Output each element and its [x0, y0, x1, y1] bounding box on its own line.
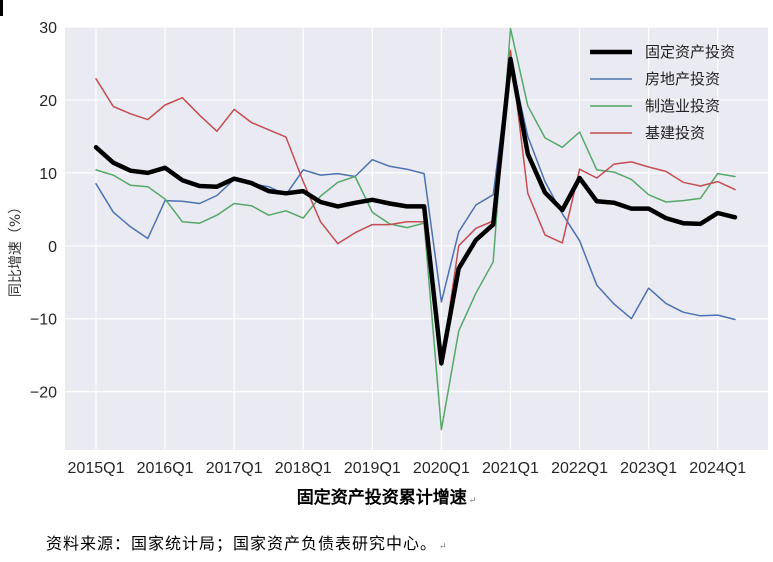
- x-tick-label: 2015Q1: [68, 460, 125, 477]
- chart-caption: 固定资产投资累计增速 ↵: [0, 483, 773, 508]
- x-axis-ticks: 2015Q1 2016Q1 2017Q1 2018Q1 2019Q1 2020Q1 2021…: [68, 460, 747, 477]
- x-tick-label: 2017Q1: [206, 460, 263, 477]
- series-line-1: [95, 58, 736, 321]
- line-chart: 2015Q1 2016Q1 2017Q1 2018Q1 2019Q1 2020Q1 2021…: [8, 20, 768, 477]
- y-tick-label: −10: [30, 312, 57, 329]
- edge-marker: [0, 0, 3, 16]
- legend-label: 房地产投资: [645, 70, 720, 88]
- y-tick-label: 0: [48, 239, 57, 256]
- series-line-2: [95, 27, 736, 431]
- x-tick-label: 2021Q1: [482, 460, 539, 477]
- series-line-0: [93, 56, 738, 366]
- caption-text: 固定资产投资累计增速: [296, 488, 467, 508]
- y-tick-label: −20: [30, 385, 57, 402]
- x-tick-label: 2018Q1: [275, 460, 332, 477]
- x-tick-label: 2020Q1: [413, 460, 470, 477]
- y-axis-label: 同比增速（%）: [8, 200, 24, 297]
- x-tick-label: 2019Q1: [344, 460, 401, 477]
- source-text: 资料来源：国家统计局；国家资产负债表研究中心。: [46, 534, 438, 553]
- return-mark: ↵: [468, 496, 477, 506]
- series-lines: [93, 27, 738, 431]
- series-line-3: [95, 49, 736, 367]
- y-axis-ticks: −20 −10 0 10 20 30: [30, 20, 57, 402]
- y-tick-label: 30: [39, 20, 57, 37]
- y-tick-label: 10: [39, 166, 57, 183]
- x-tick-label: 2022Q1: [551, 460, 608, 477]
- x-tick-label: 2023Q1: [620, 460, 677, 477]
- legend-label: 固定资产投资: [645, 43, 735, 61]
- x-tick-label: 2024Q1: [689, 460, 746, 477]
- plot-background: [65, 27, 768, 450]
- source-note: 资料来源：国家统计局；国家资产负债表研究中心。 ↵: [46, 530, 448, 554]
- grid-lines: [65, 26, 768, 450]
- legend-label: 制造业投资: [645, 97, 720, 115]
- return-mark: ↵: [439, 542, 448, 552]
- y-tick-label: 20: [39, 93, 57, 110]
- legend-label: 基建投资: [645, 124, 705, 142]
- x-tick-label: 2016Q1: [137, 460, 194, 477]
